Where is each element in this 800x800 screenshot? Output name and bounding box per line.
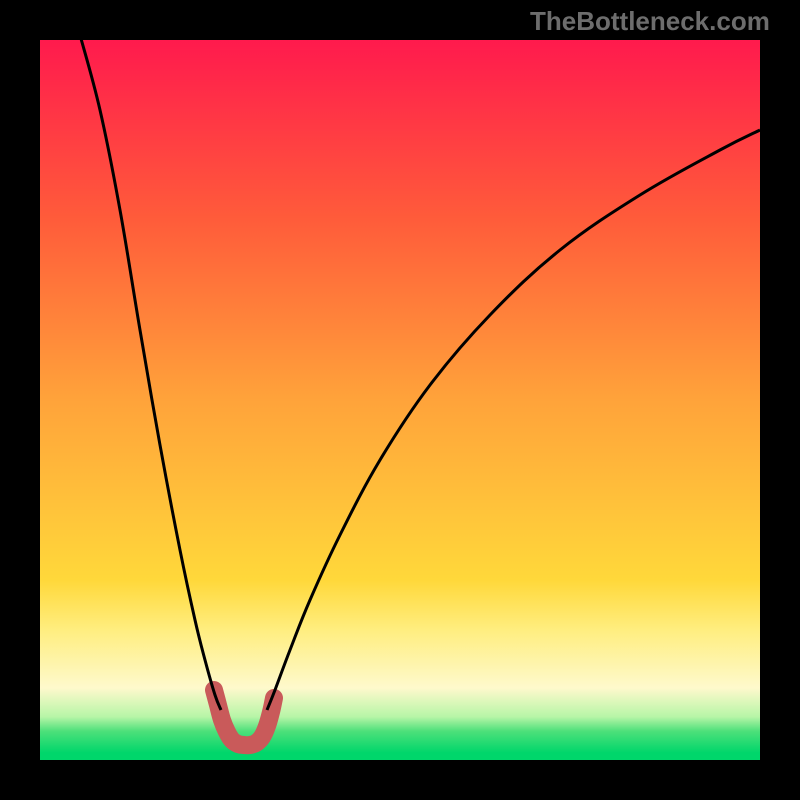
curve-overlay (0, 0, 800, 800)
left-descending-curve (80, 35, 221, 710)
right-ascending-curve (267, 130, 760, 710)
watermark-text: TheBottleneck.com (530, 6, 770, 37)
trough-highlight-path (214, 690, 274, 745)
chart-container: TheBottleneck.com (0, 0, 800, 800)
